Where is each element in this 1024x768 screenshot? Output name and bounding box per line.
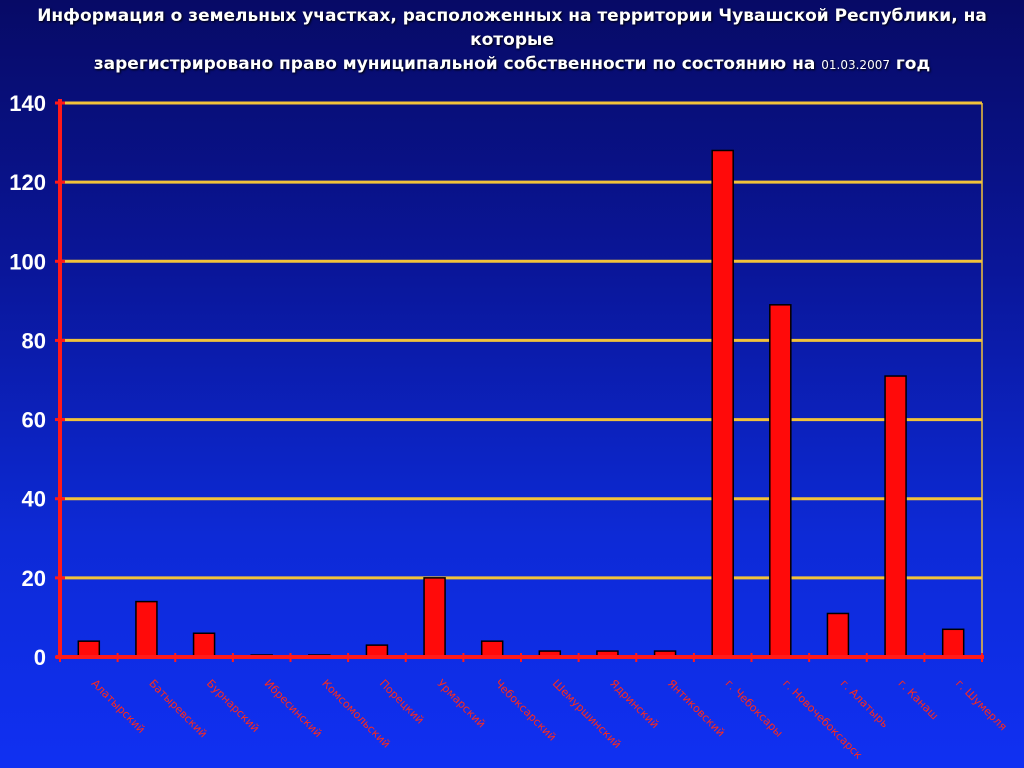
x-tick-label: г. Канаш <box>895 677 940 722</box>
bar <box>423 577 446 658</box>
bar <box>769 304 792 658</box>
x-tick-label: г. Шумерля <box>953 677 1009 733</box>
y-tick-label: 60 <box>22 408 46 433</box>
x-tick-label: Чебоксарский <box>492 677 559 744</box>
y-tick-label: 100 <box>9 249 46 274</box>
bar <box>826 612 850 658</box>
chart-title-date: 01.03.2007 <box>821 58 890 72</box>
y-tick-label: 140 <box>9 91 46 116</box>
bar <box>711 149 734 658</box>
bar <box>480 640 504 658</box>
chart-title-line2: зарегистрировано право муниципальной соб… <box>0 52 1024 77</box>
x-tick-label: г. Чебоксары <box>723 677 786 740</box>
x-tick-label: Алатырский <box>89 677 148 736</box>
chart-title: Информация о земельных участках, располо… <box>0 4 1024 77</box>
bar <box>941 628 965 658</box>
x-tick-label: Бурнарский <box>204 677 262 735</box>
x-tick-label: Ядринский <box>607 677 661 731</box>
bar <box>135 600 158 658</box>
x-tick-label: Батыревский <box>146 677 209 740</box>
y-tick-label: 0 <box>34 645 46 670</box>
chart-title-text: зарегистрировано право муниципальной соб… <box>93 54 816 74</box>
x-tick-label: г. Алатырь <box>838 677 891 730</box>
y-tick-label: 120 <box>9 170 46 195</box>
x-tick-label: Порецкий <box>377 677 427 727</box>
x-tick-label: Янтиковский <box>665 677 727 739</box>
bar <box>77 640 101 658</box>
x-tick-label: Урмарский <box>434 677 488 731</box>
chart-title-suffix: год <box>895 54 931 74</box>
chart-title-line1: Информация о земельных участках, располо… <box>37 6 987 50</box>
y-tick-label: 80 <box>22 328 46 353</box>
y-tick-label: 40 <box>22 487 46 512</box>
bar <box>192 632 216 658</box>
x-tick-label: Ибресинский <box>262 677 325 740</box>
y-tick-label: 20 <box>22 566 46 591</box>
bar <box>884 375 907 658</box>
